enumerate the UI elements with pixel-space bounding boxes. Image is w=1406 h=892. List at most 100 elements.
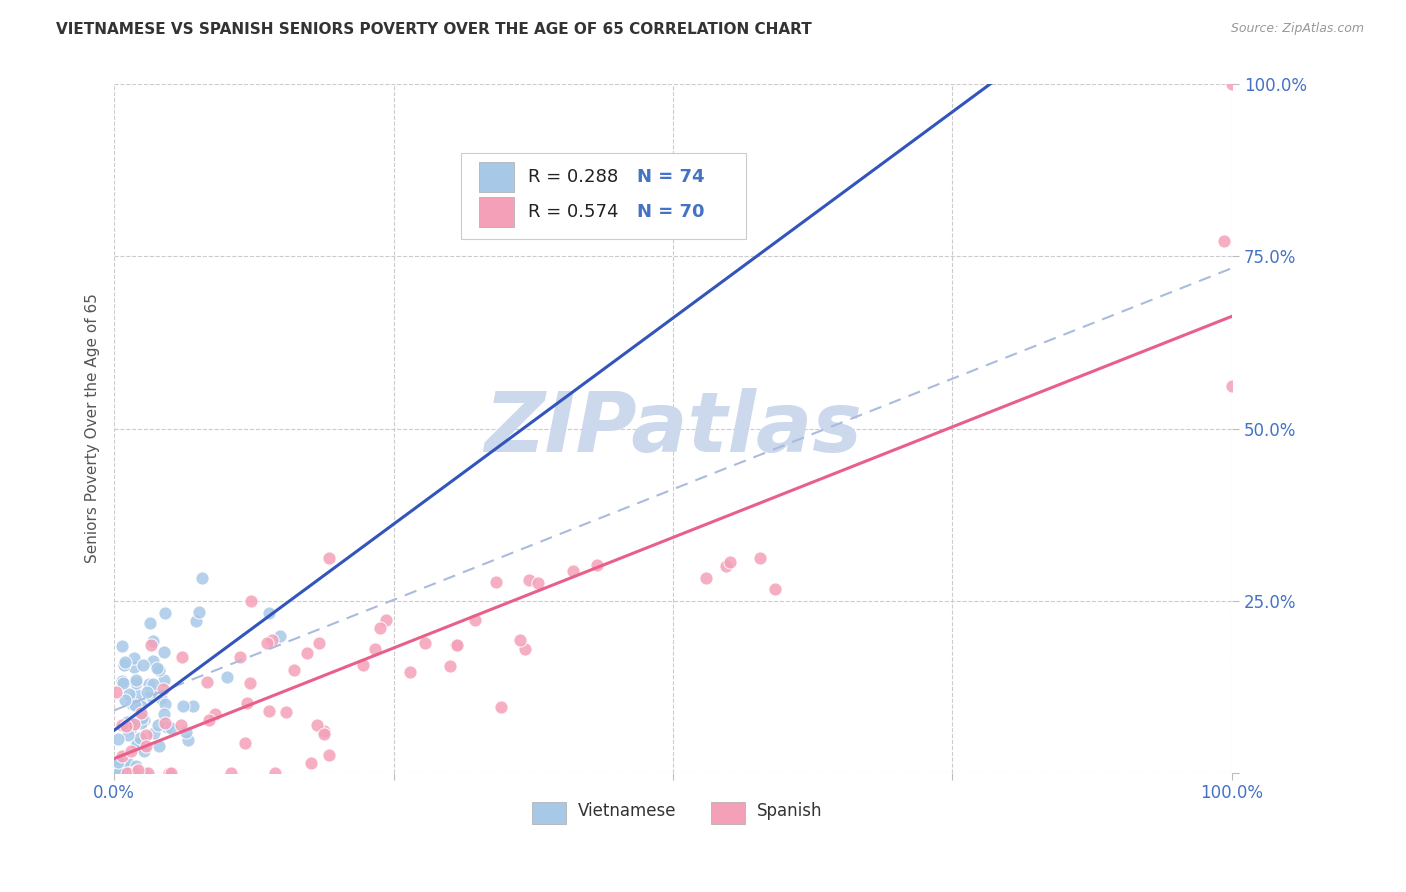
FancyBboxPatch shape xyxy=(533,802,565,823)
Point xyxy=(121,697,143,711)
Point xyxy=(141,685,163,699)
Point xyxy=(115,765,138,780)
Point xyxy=(152,681,174,696)
Point xyxy=(368,622,391,636)
Text: N = 74: N = 74 xyxy=(637,169,704,186)
Point xyxy=(142,654,165,668)
Point xyxy=(153,716,176,731)
Point xyxy=(105,765,128,780)
Point xyxy=(125,737,148,751)
Point xyxy=(172,650,194,665)
Point xyxy=(155,720,177,734)
Point xyxy=(129,716,152,731)
Point xyxy=(111,639,134,653)
Point xyxy=(129,706,152,720)
Point xyxy=(122,660,145,674)
FancyBboxPatch shape xyxy=(461,153,745,239)
Point xyxy=(118,757,141,772)
Point xyxy=(274,705,297,719)
Point xyxy=(124,716,146,731)
Point xyxy=(117,728,139,742)
Point xyxy=(153,606,176,620)
Point xyxy=(117,715,139,730)
Point xyxy=(1220,378,1243,392)
Point xyxy=(125,676,148,690)
Point xyxy=(108,765,131,780)
Point xyxy=(120,715,142,730)
Point xyxy=(118,688,141,702)
Point xyxy=(269,629,291,643)
Point xyxy=(107,755,129,769)
Point xyxy=(153,644,176,658)
Point xyxy=(107,754,129,768)
Point xyxy=(239,593,262,607)
Point xyxy=(125,737,148,751)
Point xyxy=(135,728,157,742)
Point xyxy=(444,638,467,652)
Point xyxy=(142,726,165,740)
Point xyxy=(295,646,318,660)
Point xyxy=(312,727,335,741)
Point xyxy=(155,697,177,711)
Point xyxy=(260,632,283,647)
Point xyxy=(363,641,385,656)
FancyBboxPatch shape xyxy=(478,196,515,227)
Text: Source: ZipAtlas.com: Source: ZipAtlas.com xyxy=(1230,22,1364,36)
Point xyxy=(236,696,259,710)
Point xyxy=(124,765,146,780)
Point xyxy=(160,765,183,780)
Point xyxy=(111,674,134,689)
Point xyxy=(124,698,146,712)
Point xyxy=(135,690,157,705)
Point xyxy=(139,616,162,631)
Point xyxy=(399,665,422,679)
Point xyxy=(148,739,170,754)
Point xyxy=(256,636,278,650)
Point xyxy=(446,638,468,652)
Point xyxy=(131,711,153,725)
Point xyxy=(132,658,155,673)
Text: Spanish: Spanish xyxy=(756,802,823,820)
Point xyxy=(233,735,256,749)
Point xyxy=(125,673,148,688)
Point xyxy=(139,690,162,705)
Point xyxy=(138,677,160,691)
Point xyxy=(111,676,134,690)
FancyBboxPatch shape xyxy=(478,162,515,193)
Point xyxy=(215,670,238,684)
Point xyxy=(312,723,335,738)
Point xyxy=(148,663,170,677)
Point xyxy=(264,765,287,780)
Point xyxy=(114,655,136,669)
Point xyxy=(128,765,150,780)
Point xyxy=(299,756,322,770)
Point xyxy=(374,613,396,627)
Point xyxy=(485,574,508,589)
Point xyxy=(136,685,159,699)
Point xyxy=(177,733,200,747)
Point xyxy=(259,704,281,718)
Point xyxy=(513,642,536,657)
Point xyxy=(118,765,141,780)
FancyBboxPatch shape xyxy=(711,802,745,823)
Point xyxy=(413,635,436,649)
Point xyxy=(695,571,717,585)
Text: VIETNAMESE VS SPANISH SENIORS POVERTY OVER THE AGE OF 65 CORRELATION CHART: VIETNAMESE VS SPANISH SENIORS POVERTY OV… xyxy=(56,22,813,37)
Point xyxy=(114,693,136,707)
Point xyxy=(517,573,540,587)
Point xyxy=(149,691,172,706)
Point xyxy=(122,651,145,665)
Point xyxy=(112,658,135,673)
Point xyxy=(172,699,194,714)
Point xyxy=(131,699,153,714)
Point xyxy=(120,721,142,735)
Point xyxy=(146,661,169,675)
Point xyxy=(129,731,152,746)
Point xyxy=(181,699,204,714)
Point xyxy=(112,756,135,771)
Point xyxy=(257,606,280,620)
Point xyxy=(198,713,221,727)
Point xyxy=(352,657,374,672)
Point xyxy=(125,764,148,779)
Point xyxy=(187,605,209,619)
